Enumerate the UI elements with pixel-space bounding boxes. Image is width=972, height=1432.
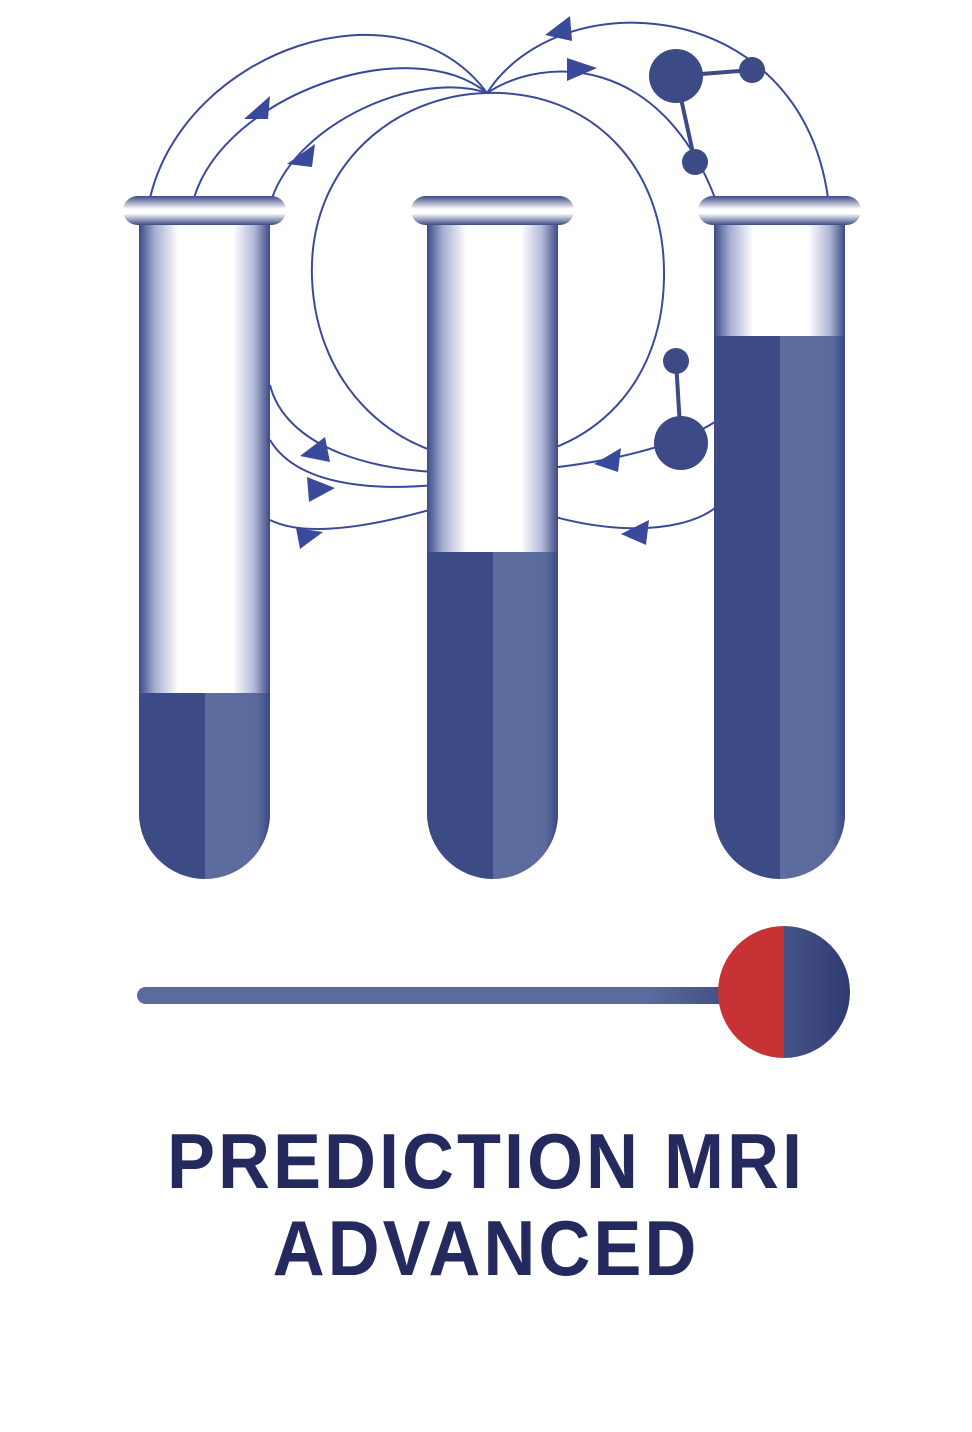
- field-arrows: [244, 16, 649, 549]
- arrow-icon: [287, 144, 315, 167]
- logo-caption-line-1: PREDICTION MRI: [166, 1118, 805, 1206]
- arrow-icon: [300, 437, 330, 462]
- tube-liquid-left: [139, 693, 205, 879]
- arrow-icon: [594, 448, 621, 472]
- tube-liquid-right: [205, 693, 271, 879]
- field-line-outer-left: [149, 33, 488, 199]
- arrow-icon: [545, 16, 572, 41]
- test-tube-1: [123, 196, 286, 879]
- field-line-inner-left-2: [271, 86, 488, 199]
- molecule-icon-bottom: [654, 348, 708, 470]
- slider-handle-icon: [718, 926, 850, 1058]
- field-line-outer-right: [486, 21, 829, 199]
- arrow-icon: [567, 58, 597, 81]
- arrow-icon: [296, 528, 323, 549]
- arrow-icon: [621, 520, 649, 545]
- tube-liquid-right: [493, 552, 559, 879]
- tube-liquid-right: [780, 336, 846, 879]
- tube-cap: [698, 196, 861, 225]
- tube-liquid-left: [714, 336, 780, 879]
- test-tube-2: [411, 196, 574, 879]
- logo-caption-line-2: ADVANCED: [272, 1205, 700, 1293]
- slider: [137, 926, 850, 1058]
- tube-liquid-left: [427, 552, 493, 879]
- field-line-inner-left: [193, 67, 488, 199]
- arrow-icon: [307, 477, 335, 502]
- prediction-mri-logo: [123, 16, 861, 1058]
- tube-cap: [123, 196, 286, 225]
- arrow-icon: [244, 96, 270, 119]
- tube-cap: [411, 196, 574, 225]
- test-tube-3: [698, 196, 861, 879]
- molecule-icon-top: [649, 49, 765, 175]
- slider-track: [137, 987, 737, 1004]
